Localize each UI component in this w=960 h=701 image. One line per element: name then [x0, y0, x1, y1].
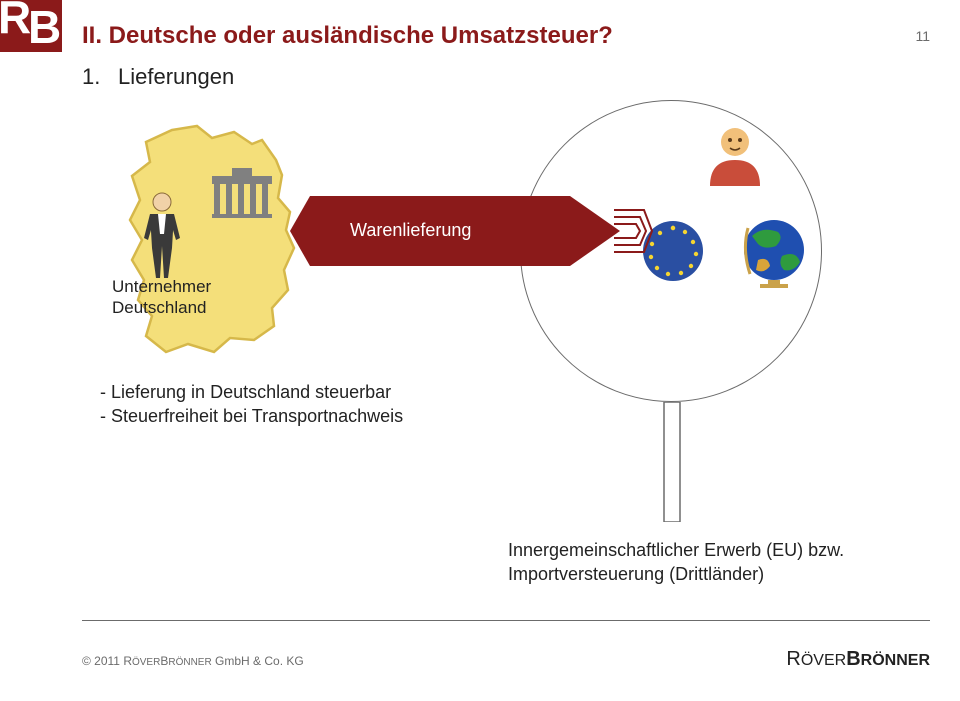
germany-map: [102, 120, 302, 360]
rb-logo-b: B: [28, 4, 61, 50]
conclusion-line1: Innergemeinschaftlicher Erwerb (EU) bzw.: [508, 538, 844, 562]
entrepreneur-label: Unternehmer Deutschland: [112, 276, 211, 319]
bullet-1: - Lieferung in Deutschland steuerbar: [100, 380, 403, 404]
footer-brand: RÖVERBRÖNNER: [786, 648, 930, 671]
subtitle-number: 1.: [82, 64, 100, 90]
entrepreneur-figure-icon: [142, 190, 182, 280]
footer-rule: [82, 620, 930, 621]
bullet-2: - Steuerfreiheit bei Transportnachweis: [100, 404, 403, 428]
rb-logo-r: R: [0, 0, 31, 40]
conclusion: Innergemeinschaftlicher Erwerb (EU) bzw.…: [508, 538, 844, 587]
delivery-arrow-label: Warenlieferung: [350, 220, 471, 241]
slide-title: II. Deutsche oder ausländische Umsatzste…: [82, 22, 613, 50]
customer-person-icon: [700, 120, 770, 190]
globe-icon: [738, 216, 814, 298]
vertical-connector-icon: [660, 402, 684, 522]
entrepreneur-label-line1: Unternehmer: [112, 276, 211, 297]
page-number: 11: [915, 28, 930, 44]
entrepreneur-label-line2: Deutschland: [112, 297, 211, 318]
rb-logo: R B: [0, 0, 62, 52]
bullets: - Lieferung in Deutschland steuerbar - S…: [100, 380, 403, 429]
slide-root: R B II. Deutsche oder ausländische Umsat…: [0, 0, 960, 701]
arrow-tip-lines-icon: [614, 204, 654, 258]
conclusion-line2: Importversteuerung (Drittländer): [508, 562, 844, 586]
subtitle-text: Lieferungen: [118, 64, 234, 90]
copyright: © 2011 RÖVERBRÖNNER GmbH & Co. KG: [82, 654, 304, 668]
